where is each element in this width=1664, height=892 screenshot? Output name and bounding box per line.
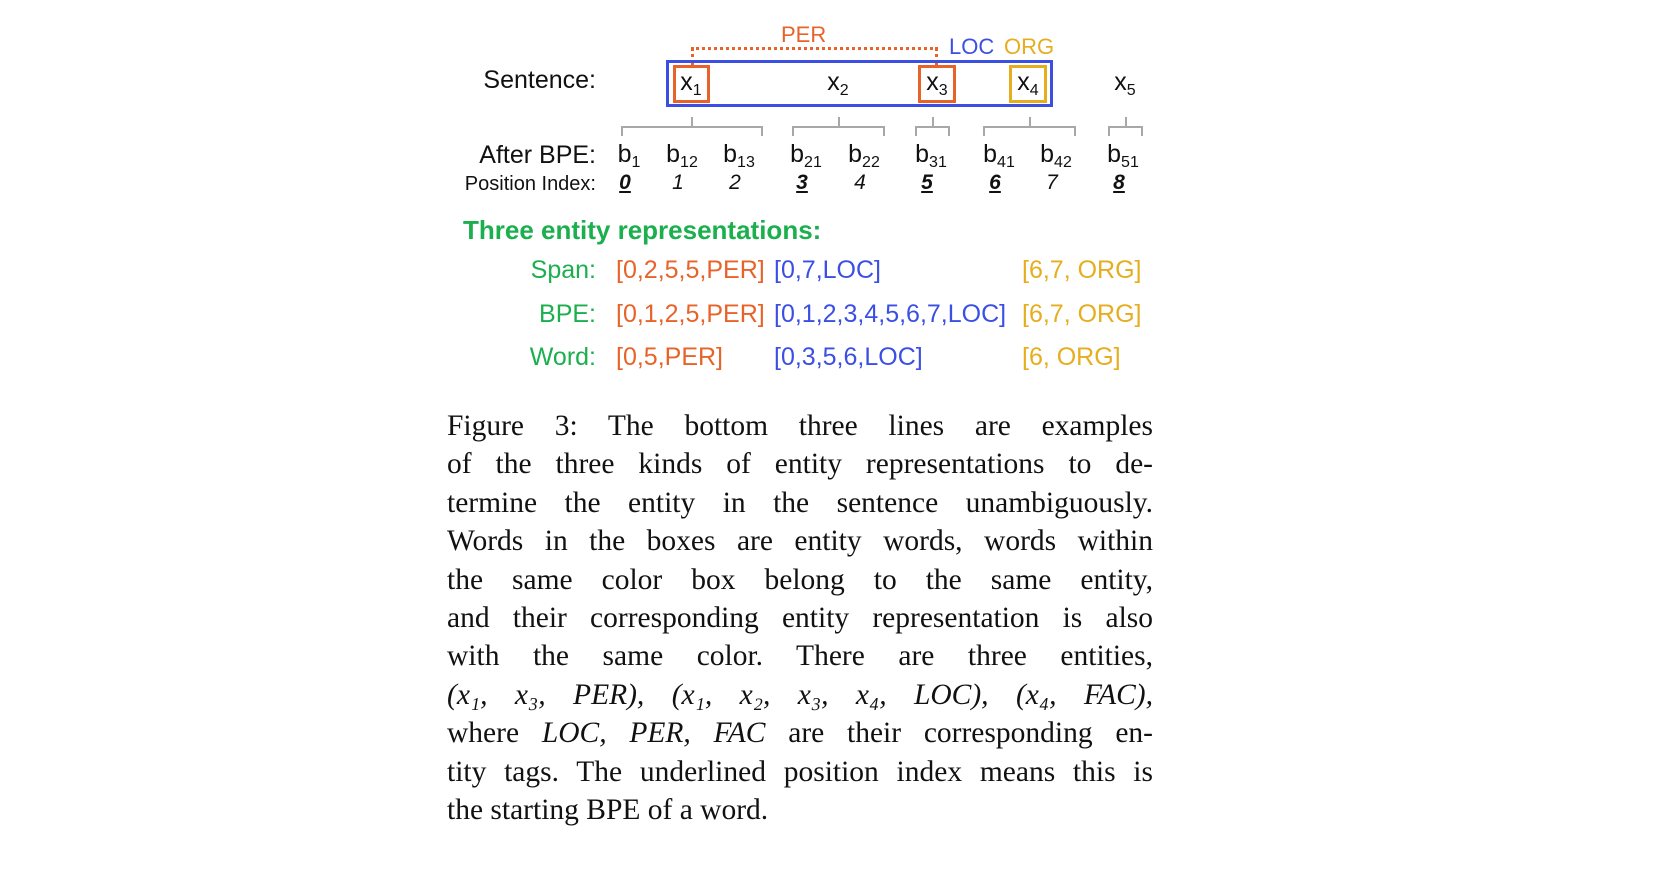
token-base: b: [1040, 140, 1055, 168]
word-subscript: 3: [938, 82, 948, 99]
token-subscript: 41: [997, 154, 1015, 171]
position-index: 6: [989, 171, 1001, 194]
word-base: x: [827, 68, 840, 96]
math-fac: (x₄, FAC),: [1015, 678, 1154, 711]
word-base: x: [926, 68, 939, 96]
bpe-token: b13: [723, 140, 755, 172]
per-representation: [0,1,2,5,PER]: [616, 299, 765, 328]
bpe-token: b22: [848, 140, 880, 172]
position-index-label: Position Index:: [464, 173, 596, 195]
caption-line: the starting BPE of a word.: [447, 794, 769, 827]
token-base: b: [723, 140, 738, 168]
loc-representation: [0,1,2,3,4,5,6,7,LOC]: [774, 299, 1007, 328]
bpe-token: b1: [618, 140, 641, 172]
word-base: x: [1017, 68, 1030, 96]
bpe-bracket: [792, 117, 885, 136]
bpe-token: b12: [666, 140, 698, 172]
word-subscript: 5: [1126, 82, 1136, 99]
word-base: x: [680, 68, 693, 96]
position-index: 7: [1046, 171, 1058, 194]
position-index: 3: [796, 171, 808, 194]
word-base: x: [1114, 68, 1127, 96]
caption-math: LOC, PER, FAC: [541, 717, 766, 750]
after-bpe-label: After BPE:: [479, 141, 596, 169]
sentence-word: x4: [1017, 68, 1038, 100]
org-tag: ORG: [1004, 34, 1055, 59]
loc-representation: [0,7,LOC]: [774, 256, 881, 284]
word-subscript: 2: [839, 82, 849, 99]
token-base: b: [983, 140, 998, 168]
loc-representation: [0,3,5,6,LOC]: [774, 343, 923, 371]
token-base: b: [617, 140, 632, 168]
caption-line: and their corresponding entity represent…: [447, 602, 1153, 635]
token-subscript: 12: [680, 154, 698, 171]
token-subscript: 31: [929, 154, 947, 171]
word-subscript: 4: [1029, 82, 1039, 99]
representation-label: Span:: [530, 256, 596, 284]
token-subscript: 51: [1121, 154, 1139, 171]
loc-entity-box: [666, 60, 1053, 107]
representations-title: Three entity representations:: [463, 215, 822, 245]
caption-line: Words in the boxes are entity words, wor…: [447, 525, 1153, 558]
caption-line: tity tags. The underlined position index…: [447, 755, 1153, 788]
per-word-box-x1: [673, 65, 710, 103]
token-base: b: [790, 140, 805, 168]
token-base: b: [915, 140, 930, 168]
org-representation: [6,7, ORG]: [1022, 299, 1142, 328]
per-link-dotted: [691, 47, 938, 65]
position-index: 8: [1113, 171, 1125, 194]
sentence-word: x2: [827, 68, 848, 100]
position-index: 2: [729, 171, 741, 194]
bpe-bracket: [1108, 117, 1143, 136]
position-index: 4: [854, 171, 866, 194]
token-base: b: [848, 140, 863, 168]
representation-label: Word:: [529, 343, 596, 371]
figure-caption: Figure 3: The bottom three lines are exa…: [447, 407, 1153, 829]
token-subscript: 21: [804, 154, 822, 171]
position-index: 1: [672, 171, 684, 194]
org-representation: [6,7, ORG]: [1022, 256, 1142, 284]
math-per: (x₁, x₃, PER),: [447, 678, 645, 711]
bpe-token: b31: [915, 140, 947, 172]
per-representation: [0,5,PER]: [616, 343, 723, 371]
caption-math-line: (x₁, x₃, PER), (x₁, x₂, x₃, x₄, LOC), (x…: [447, 676, 1153, 714]
org-representation: [6, ORG]: [1022, 343, 1121, 371]
bpe-token: b51: [1107, 140, 1139, 172]
per-representation: [0,2,5,5,PER]: [616, 256, 765, 284]
caption-text: where: [447, 717, 542, 750]
sentence-label: Sentence:: [483, 66, 596, 94]
token-subscript: 13: [737, 154, 755, 171]
sentence-word: x3: [926, 68, 947, 100]
per-tag: PER: [781, 22, 827, 47]
bpe-token: b42: [1040, 140, 1072, 172]
caption-line: of the three kinds of entity representat…: [447, 448, 1153, 481]
bpe-bracket: [983, 117, 1076, 136]
bpe-token: b21: [790, 140, 822, 172]
bpe-token: b41: [983, 140, 1015, 172]
caption-line: Figure 3: The bottom three lines are exa…: [447, 410, 1153, 442]
sentence-word: x5: [1114, 68, 1135, 100]
org-word-box-x4: [1009, 65, 1047, 103]
bpe-bracket: [915, 117, 950, 136]
caption-line: the same color box belong to the same en…: [447, 563, 1153, 596]
token-base: b: [1107, 140, 1122, 168]
position-index: 0: [619, 171, 631, 194]
representation-label: BPE:: [539, 299, 596, 328]
token-base: b: [666, 140, 681, 168]
token-subscript: 42: [1054, 154, 1072, 171]
caption-line: with the same color. There are three ent…: [447, 640, 1153, 673]
position-index: 5: [921, 171, 933, 194]
token-subscript: 22: [862, 154, 880, 171]
word-subscript: 1: [692, 82, 702, 99]
loc-tag: LOC: [949, 34, 995, 59]
caption-line: termine the entity in the sentence unamb…: [447, 486, 1153, 519]
caption-line: where LOC, PER, FAC are their correspond…: [447, 714, 1153, 752]
token-subscript: 1: [631, 154, 641, 171]
per-word-box-x3: [918, 65, 956, 103]
caption-text: are their corresponding en-: [765, 717, 1154, 750]
sentence-word: x1: [680, 68, 701, 100]
math-loc: (x₁, x₂, x₃, x₄, LOC),: [671, 678, 989, 711]
bpe-bracket: [621, 117, 763, 136]
